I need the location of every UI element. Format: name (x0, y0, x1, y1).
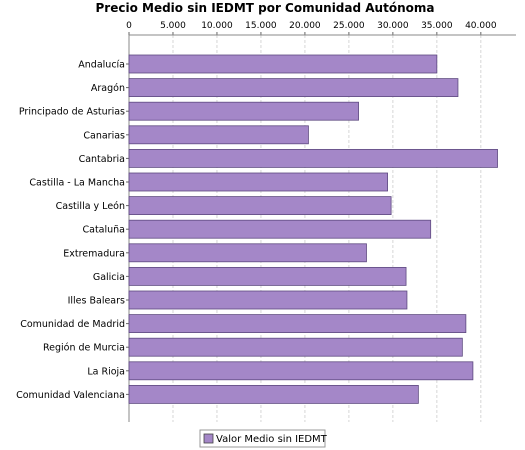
legend-label: Valor Medio sin IEDMT (216, 434, 328, 445)
category-label: Illes Balears (68, 296, 125, 307)
bar (128, 101, 359, 121)
legend-box (199, 429, 326, 448)
legend: Valor Medio sin IEDMT (199, 429, 328, 448)
gridlines (172, 35, 482, 422)
legend-swatch (203, 433, 214, 444)
x-tick-label: 20.000 (289, 21, 321, 31)
category-label: Galicia (93, 272, 125, 283)
chart-title: Precio Medio sin IEDMT por Comunidad Aut… (96, 1, 435, 15)
bar (128, 196, 392, 216)
bar (128, 78, 459, 97)
category-labels: Andalucía Aragón Principado de Asturias Can… (16, 60, 125, 401)
category-label: Aragón (91, 83, 125, 94)
bar (128, 337, 463, 357)
category-label: Cataluña (82, 225, 125, 236)
bar (128, 314, 467, 334)
bar (128, 219, 432, 239)
bar (128, 243, 367, 263)
bar (128, 54, 438, 74)
x-tick-label: 35.000 (421, 21, 453, 31)
x-tick-label: 40.000 (465, 21, 497, 31)
bar (128, 172, 388, 192)
x-tick-label: 5.000 (160, 21, 186, 31)
x-tick-label: 25.000 (333, 21, 365, 31)
category-label: Castilla - La Mancha (29, 178, 125, 189)
x-tick-label: 10.000 (201, 21, 233, 31)
x-tick-label: 0 (126, 21, 132, 31)
bar (128, 290, 408, 310)
bar (128, 148, 498, 168)
category-label: Castilla y León (56, 201, 125, 212)
category-label: Canarias (83, 130, 125, 141)
bars (128, 54, 498, 404)
category-label: Comunidad de Madrid (20, 319, 125, 330)
category-label: Principado de Asturias (19, 107, 125, 118)
x-tick-label: 15.000 (245, 21, 277, 31)
category-label: Comunidad Valenciana (16, 390, 125, 401)
category-label: Andalucía (78, 60, 125, 71)
bar (128, 384, 419, 404)
bar (128, 125, 309, 145)
category-label: Cantabria (79, 154, 125, 165)
category-label: Región de Murcia (43, 343, 125, 354)
x-tick-label: 30.000 (377, 21, 409, 31)
category-label: La Rioja (87, 366, 125, 377)
category-label: Extremadura (63, 248, 125, 259)
bar (128, 266, 407, 286)
axes: 0 5.000 10.000 15.000 20.000 25.000 30.000 35.0… (126, 21, 516, 422)
bar (128, 361, 474, 381)
